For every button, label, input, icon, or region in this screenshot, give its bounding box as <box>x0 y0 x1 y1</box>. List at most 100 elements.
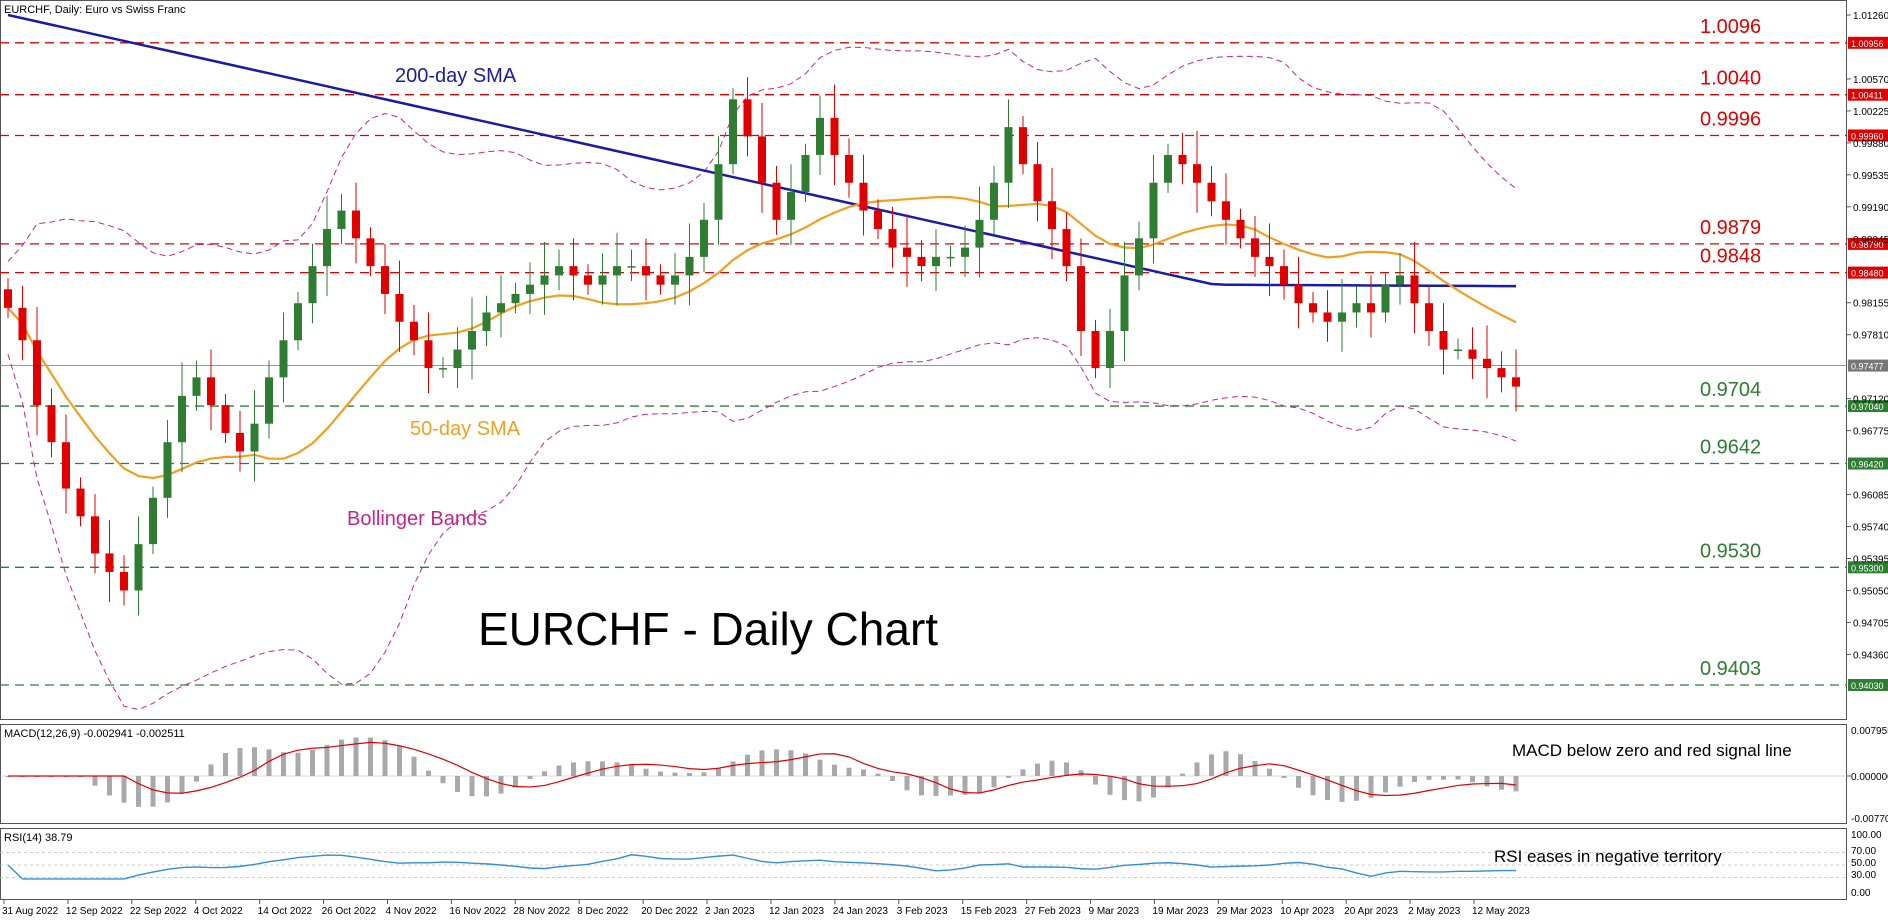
rsi-panel <box>0 828 1847 900</box>
horizontal-levels: 1.00961.009561.00401.004110.99960.999600… <box>0 16 1888 691</box>
macd-bar <box>571 762 576 776</box>
rsi-line <box>7 854 1516 880</box>
candle-body <box>1164 154 1172 183</box>
candle-body <box>76 488 85 517</box>
candle-body <box>758 136 766 183</box>
candle-body <box>1004 127 1013 183</box>
date-tick-label: 4 Oct 2022 <box>194 906 243 917</box>
macd-bar <box>469 776 475 797</box>
macd-bar <box>353 737 359 776</box>
macd-bar <box>933 776 939 796</box>
price-tick-label: 0.97810 <box>1853 331 1888 342</box>
candle-body <box>1106 331 1114 369</box>
bollinger-lower <box>7 337 1517 711</box>
date-tick-label: 3 Feb 2023 <box>897 906 948 917</box>
candle-body <box>47 405 56 443</box>
candle-body <box>598 275 607 285</box>
price-tick-label: 0.98845 <box>1853 235 1888 246</box>
level-label: 0.9403 <box>1700 658 1761 680</box>
candle-body <box>685 256 694 276</box>
macd-bar <box>730 761 736 776</box>
candle-body <box>105 553 114 572</box>
candle-body <box>569 266 578 276</box>
date-tick-label: 4 Nov 2022 <box>385 906 437 917</box>
macd-tick-zero: 0.000000 <box>1851 772 1888 783</box>
candle-body <box>714 164 723 220</box>
level-tag: 0.98480 <box>1851 269 1884 279</box>
macd-bar <box>687 773 692 776</box>
macd-bar <box>1252 761 1258 776</box>
macd-bar <box>1296 776 1301 788</box>
macd-bar <box>455 776 460 792</box>
price-tick-label: 0.99880 <box>1853 139 1888 150</box>
candle-body <box>1396 275 1404 285</box>
price-tick-label: 0.96085 <box>1853 491 1888 502</box>
level-tag-bg <box>1848 457 1888 470</box>
candle-body <box>1149 182 1158 239</box>
rsi-tick-70: 70.00 <box>1851 846 1876 857</box>
price-tick-label: 0.99190 <box>1853 203 1888 214</box>
macd-bar <box>194 776 199 782</box>
macd-tick-top: 0.007955 <box>1851 726 1888 737</box>
candle-body <box>1077 266 1085 332</box>
macd-bar <box>1513 776 1519 792</box>
price-tick-label: 0.95740 <box>1853 523 1888 534</box>
candle-body <box>903 247 911 257</box>
candle-body <box>337 210 346 230</box>
candle-body <box>1439 331 1448 350</box>
candle-body <box>1222 201 1230 220</box>
macd-bar <box>919 776 924 796</box>
date-tick-label: 12 Jan 2023 <box>769 906 824 917</box>
date-tick-label: 20 Dec 2022 <box>641 906 698 917</box>
macd-bar <box>774 749 779 776</box>
macd-bar <box>1107 776 1113 795</box>
date-tick-label: 14 Oct 2022 <box>258 906 313 917</box>
sma50-label: 50-day SMA <box>410 418 521 440</box>
macd-bar <box>513 776 518 788</box>
sma50-line <box>7 196 1517 480</box>
price-tick-label: 0.97120 <box>1853 395 1888 406</box>
candle-body <box>294 303 302 341</box>
candle-body <box>1381 284 1390 313</box>
candle-body <box>265 377 273 424</box>
candle-body <box>845 154 853 183</box>
bollinger-label: Bollinger Bands <box>347 508 487 530</box>
candle-body <box>917 256 926 267</box>
macd-bar <box>484 776 489 797</box>
macd-bar <box>237 748 243 776</box>
macd-bar <box>281 752 286 776</box>
candle-body <box>990 182 998 220</box>
level-tag: 0.95300 <box>1851 563 1884 573</box>
date-tick-label: 15 Feb 2023 <box>961 906 1018 917</box>
level-tag-bg <box>1848 237 1888 250</box>
candle-body <box>1207 182 1216 202</box>
macd-bar <box>107 776 112 796</box>
price-tick-label: 0.94360 <box>1853 650 1888 661</box>
macd-bar <box>1180 773 1185 776</box>
candle-body <box>1019 127 1027 165</box>
macd-bar <box>585 761 591 776</box>
price-tick-label: 1.01260 <box>1853 11 1888 22</box>
macd-bar <box>295 752 301 776</box>
candle-body <box>453 349 462 369</box>
macd-bar <box>1455 776 1461 780</box>
candle-body <box>656 275 665 285</box>
candle-body <box>772 182 781 220</box>
candle-body <box>1048 201 1056 230</box>
macd-bar <box>1441 776 1446 780</box>
macd-signal-line <box>8 741 1517 797</box>
date-tick-label: 2 Jan 2023 <box>705 906 755 917</box>
candle-body <box>511 293 520 304</box>
macd-bar <box>92 776 98 786</box>
price-tick-label: 0.96775 <box>1853 427 1888 438</box>
date-tick-label: 29 Mar 2023 <box>1216 906 1273 917</box>
macd-bar <box>977 776 982 793</box>
macd-bar <box>890 776 895 781</box>
candle-body <box>250 423 259 452</box>
macd-bar <box>643 768 649 776</box>
candle-body <box>1352 303 1361 313</box>
candle-body <box>1425 303 1433 332</box>
macd-bar <box>1383 776 1388 793</box>
candle-body <box>207 377 215 406</box>
candle-body <box>308 266 317 304</box>
